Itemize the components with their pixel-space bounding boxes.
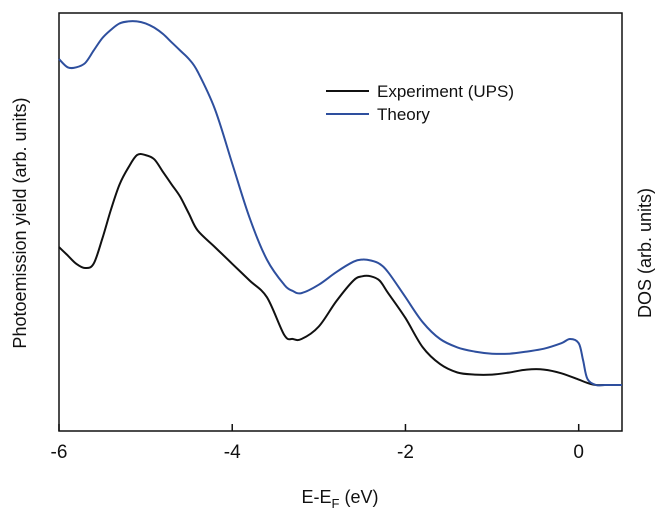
legend: Experiment (UPS) Theory bbox=[326, 82, 514, 124]
series-line-experiment bbox=[58, 152, 622, 387]
x-axis-title-unit: (eV) bbox=[339, 487, 378, 507]
legend-label-theory: Theory bbox=[377, 105, 430, 124]
legend-label-experiment: Experiment (UPS) bbox=[377, 82, 514, 101]
x-axis-title-main: E-E bbox=[302, 487, 332, 507]
plot-frame bbox=[58, 12, 623, 432]
x-tick-label: -4 bbox=[224, 442, 241, 463]
x-axis-title-subscript: F bbox=[332, 496, 340, 511]
x-tick-label: -6 bbox=[51, 442, 68, 463]
x-ticks: -6 -4 -2 0 bbox=[51, 424, 584, 463]
y-axis-title-left: Photoemission yield (arb. units) bbox=[10, 97, 30, 348]
series-group bbox=[58, 20, 622, 387]
y-axis-title-right: DOS (arb. units) bbox=[635, 188, 655, 318]
x-tick-label: -2 bbox=[397, 442, 414, 463]
x-axis-title: E-EF (eV) bbox=[302, 487, 379, 511]
series-line-theory bbox=[58, 20, 622, 387]
x-tick-label: 0 bbox=[573, 442, 584, 463]
